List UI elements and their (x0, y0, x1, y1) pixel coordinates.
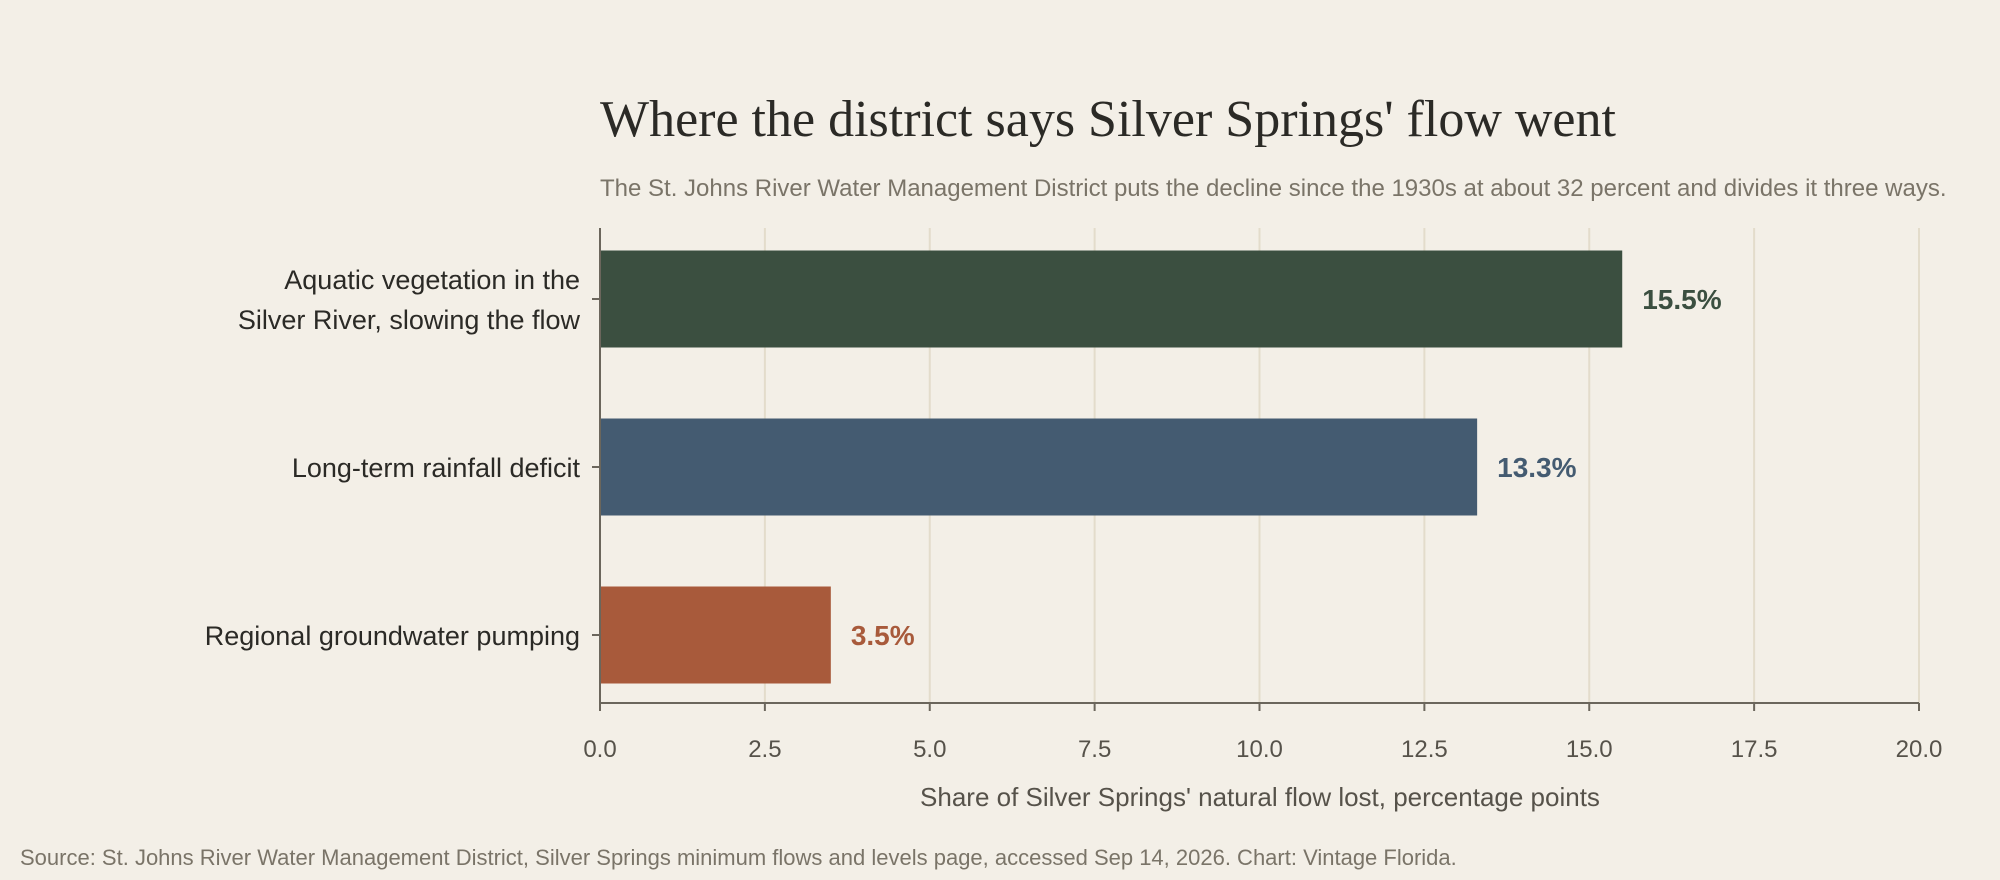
chart-title: Where the district says Silver Springs' … (600, 91, 1617, 148)
x-tick-label: 5.0 (913, 736, 946, 763)
value-labels: 15.5% 13.3% 3.5% (851, 284, 1722, 651)
value-label: 15.5% (1642, 284, 1721, 315)
x-tick-label: 7.5 (1078, 736, 1111, 763)
category-label: Aquatic vegetation in the (284, 265, 580, 295)
axes (592, 228, 1920, 711)
x-tick-labels: 0.0 2.5 5.0 7.5 10.0 12.5 15.0 17.5 20.0 (583, 736, 1942, 763)
x-tick-label: 2.5 (748, 736, 781, 763)
source-note: Source: St. Johns River Water Management… (20, 845, 1457, 870)
category-labels: Aquatic vegetation in the Silver River, s… (205, 265, 581, 651)
x-tick-label: 0.0 (583, 736, 616, 763)
x-axis-title: Share of Silver Springs' natural flow lo… (920, 782, 1600, 812)
bar (600, 418, 1478, 516)
x-tick-label: 15.0 (1566, 736, 1613, 763)
x-tick-label: 12.5 (1401, 736, 1448, 763)
x-tick-label: 10.0 (1236, 736, 1283, 763)
x-tick-label: 17.5 (1731, 736, 1778, 763)
bar (600, 586, 831, 684)
bar (600, 250, 1623, 348)
chart-subtitle: The St. Johns River Water Management Dis… (600, 175, 1946, 202)
category-label: Regional groundwater pumping (205, 621, 580, 651)
category-label: Long-term rainfall deficit (292, 453, 581, 483)
value-label: 13.3% (1497, 452, 1576, 483)
value-label: 3.5% (851, 620, 915, 651)
x-tick-label: 20.0 (1896, 736, 1943, 763)
category-label: Silver River, slowing the flow (238, 305, 581, 335)
bars (600, 250, 1623, 684)
